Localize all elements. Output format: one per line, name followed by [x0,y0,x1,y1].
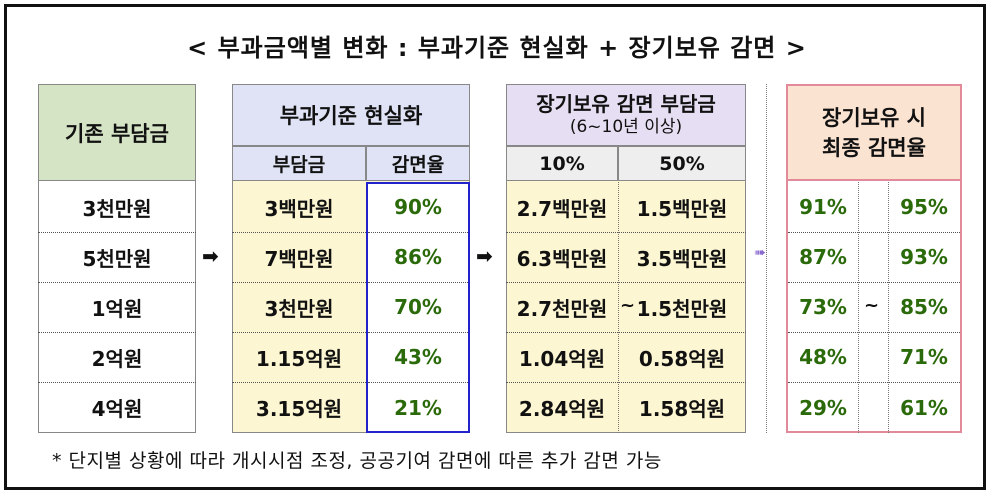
final-min-value: 91% [799,195,847,219]
rate-value: 86% [394,245,442,269]
final-max-value: 71% [900,345,948,369]
longterm-10-value: 2.7백만원 [516,196,608,221]
longterm-10-value: 2.84억원 [518,397,606,421]
footnote: * 단지별 상황에 따라 개시시점 조정, 공공기여 감면에 따른 추가 감면 … [52,450,662,472]
base-value: 1억원 [91,296,143,321]
longterm-sub-10-label: 10% [539,152,585,175]
arrow-right-icon: ➡ [476,244,493,268]
final-max-value: 95% [900,195,948,219]
final-header: 장기보유 시 최종 감면율 [786,84,962,181]
realization-sub-charge-label: 부담금 [272,154,326,176]
final-min-value: 29% [799,395,847,420]
base-header: 기존 부담금 [38,84,196,181]
document-frame [4,4,986,490]
final-header-line1: 장기보유 시 [822,105,926,130]
rate-value: 70% [394,295,442,319]
final-max-value: 61% [900,395,948,420]
rate-value: 21% [394,395,442,420]
longterm-50-value: 3.5백만원 [636,246,728,271]
realization-header-label: 부과기준 현실화 [279,104,423,128]
longterm-10-value: 1.04억원 [518,346,606,371]
base-header-label: 기존 부담금 [65,121,169,146]
rate-value: 43% [394,345,442,369]
charge-value: 3.15억원 [255,397,343,421]
arrow-right-small-icon: ➠ [754,245,766,261]
final-header-line2: 최종 감면율 [822,135,926,160]
realization-header: 부과기준 현실화 [232,84,470,146]
final-min-value: 48% [799,345,847,369]
longterm-50-value: 0.58억원 [638,346,726,371]
longterm-header-line1: 장기보유 감면 부담금 [536,92,716,116]
charge-value: 3백만원 [264,196,334,221]
base-value: 2억원 [91,346,143,371]
base-value: 4억원 [91,397,143,421]
charge-value: 1.15억원 [255,346,343,371]
longterm-50-value: 1.58억원 [638,397,726,421]
longterm-sub-10: 10% [506,146,618,181]
longterm-10-value: 6.3백만원 [516,246,608,271]
final-min-value: 73% [799,295,847,319]
longterm-header-line2: (6~10년 이상) [569,117,683,137]
longterm-sub-50-label: 50% [659,152,705,175]
charge-value: 7백만원 [264,246,334,271]
longterm-50-value: 1.5천만원 [636,296,728,321]
realization-sub-charge: 부담금 [232,146,366,181]
longterm-sub-50: 50% [618,146,746,181]
realization-sub-rate: 감면율 [366,146,470,181]
base-value: 5천만원 [82,246,152,271]
rate-highlight-box [366,182,470,433]
realization-sub-rate-label: 감면율 [391,154,445,176]
base-value: 3천만원 [82,196,152,221]
arrow-right-icon: ➡ [202,244,219,268]
tilde-range-icon: ~ [864,295,880,316]
rate-value: 90% [394,195,442,219]
final-min-value: 87% [799,245,847,269]
longterm-50-value: 1.5백만원 [636,196,728,221]
longterm-10-value: 2.7천만원 [516,296,608,321]
final-max-value: 93% [900,245,948,269]
longterm-header: 장기보유 감면 부담금 (6~10년 이상) [506,84,746,146]
charge-value: 3천만원 [264,296,334,321]
tilde-range-icon: ~ [620,295,636,316]
final-max-value: 85% [900,295,948,319]
page-title: < 부과금액별 변화 : 부과기준 현실화 + 장기보유 감면 > [187,34,807,62]
